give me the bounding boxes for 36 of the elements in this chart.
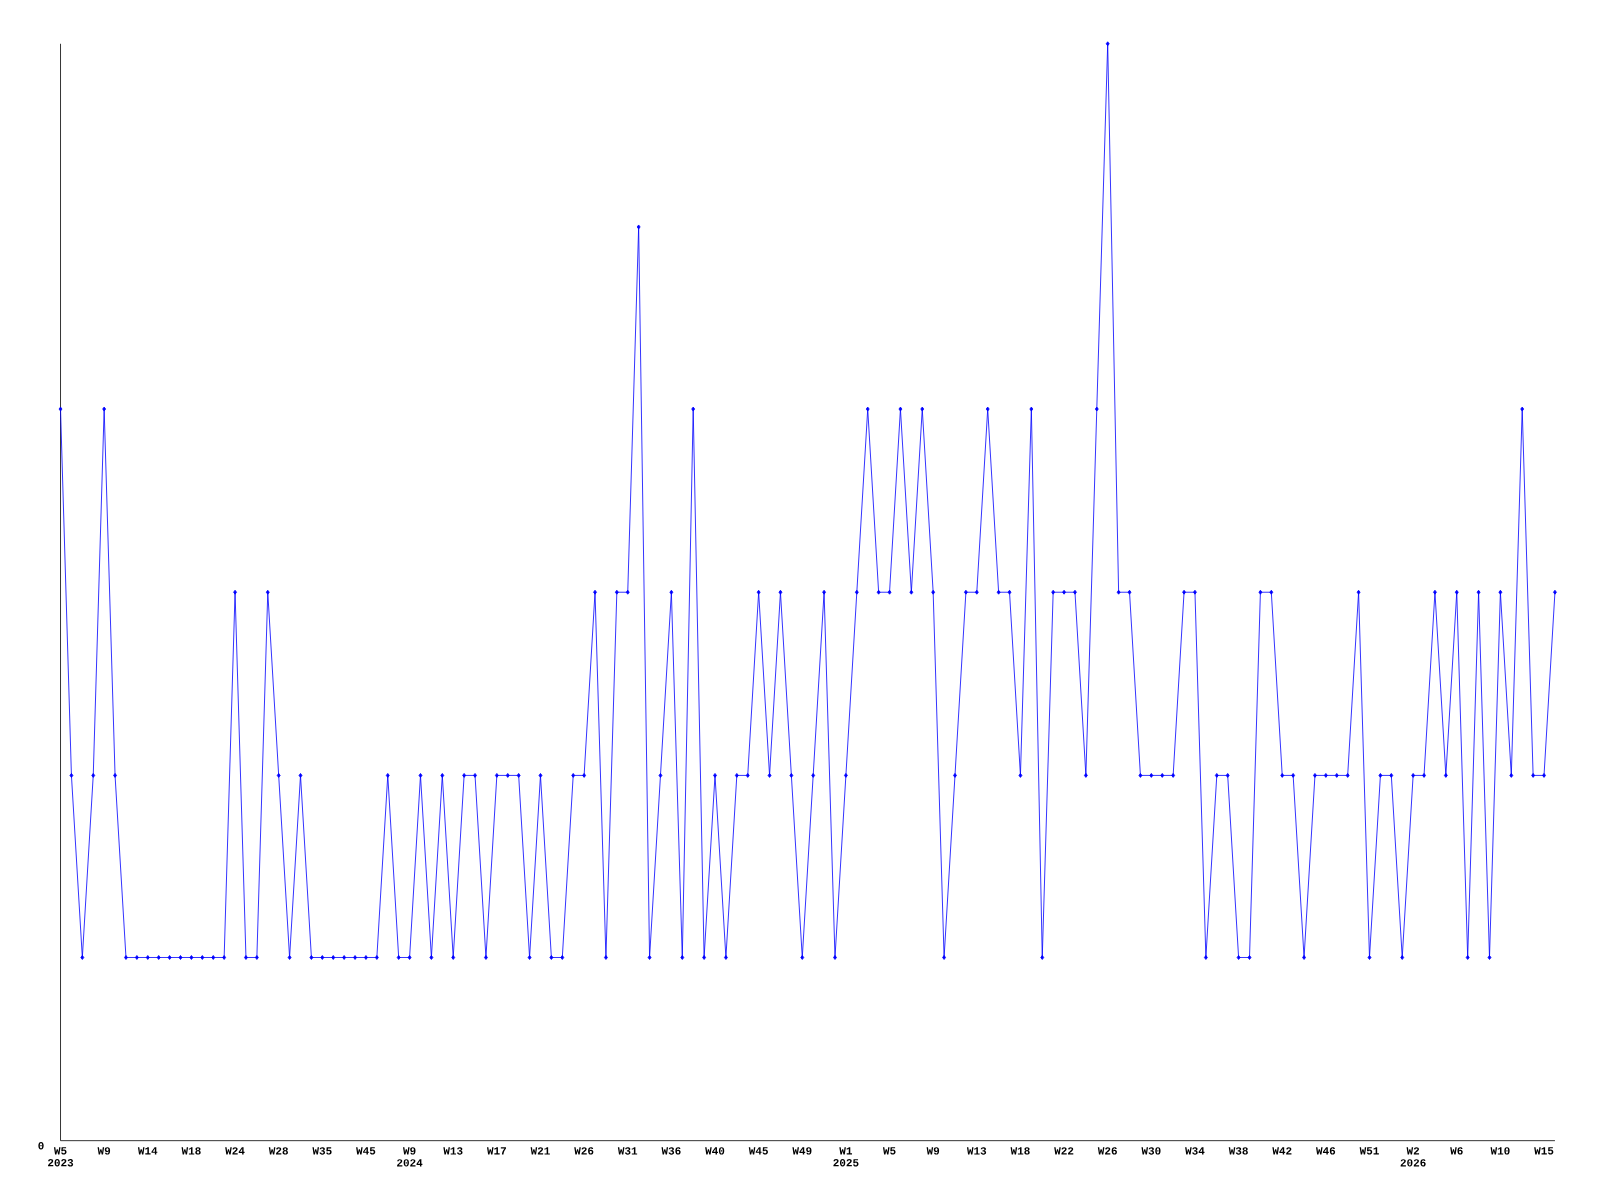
x-tick-label: W35 xyxy=(312,1147,332,1155)
x-tick-label: W51 xyxy=(1359,1147,1379,1155)
x-tick-label: W9 2024 xyxy=(397,1147,423,1167)
x-tick-label: W15 xyxy=(1534,1147,1554,1155)
x-tick-label: W13 xyxy=(443,1147,463,1155)
x-tick-label: W18 xyxy=(181,1147,201,1155)
x-tick-label: W10 xyxy=(1490,1147,1510,1155)
x-tick-label: W26 xyxy=(574,1147,594,1155)
x-tick-label: W28 xyxy=(268,1147,288,1155)
x-tick-label: W46 xyxy=(1316,1147,1336,1155)
x-tick-label: W9 xyxy=(926,1147,940,1155)
x-tick-label: W14 xyxy=(137,1147,158,1155)
x-tick-label: W5 xyxy=(882,1147,896,1155)
x-tick-label: W9 xyxy=(97,1147,111,1155)
x-tick-label: W22 xyxy=(1054,1147,1074,1155)
x-tick-label: W17 xyxy=(486,1147,506,1155)
x-tick-label: W1 2025 xyxy=(833,1147,859,1167)
x-tick-label: W13 xyxy=(966,1147,987,1155)
x-tick-label: W36 xyxy=(661,1147,681,1155)
x-tick-label: W6 xyxy=(1450,1147,1463,1155)
x-tick-label: W40 xyxy=(705,1147,725,1155)
x-tick-label: W24 xyxy=(225,1147,245,1155)
x-tick-label: W45 xyxy=(356,1147,376,1155)
x-tick-label: W30 xyxy=(1141,1147,1161,1155)
x-tick-label: W42 xyxy=(1272,1147,1292,1155)
text: 0 xyxy=(38,1142,44,1150)
x-tick-label: W45 xyxy=(748,1147,768,1155)
x-tick-label: W18 xyxy=(1010,1147,1030,1155)
x-tick-label: W21 xyxy=(530,1147,550,1155)
x-tick-label: W31 xyxy=(617,1147,638,1155)
x-tick-label: W38 xyxy=(1228,1147,1248,1155)
x-tick-label: W5 2023 xyxy=(48,1147,74,1167)
x-tick-label: W49 xyxy=(792,1147,812,1155)
x-tick-label: W26 xyxy=(1097,1147,1117,1155)
x-tick-label: W2 2026 xyxy=(1400,1147,1426,1167)
x-tick-label: W34 xyxy=(1185,1147,1205,1155)
